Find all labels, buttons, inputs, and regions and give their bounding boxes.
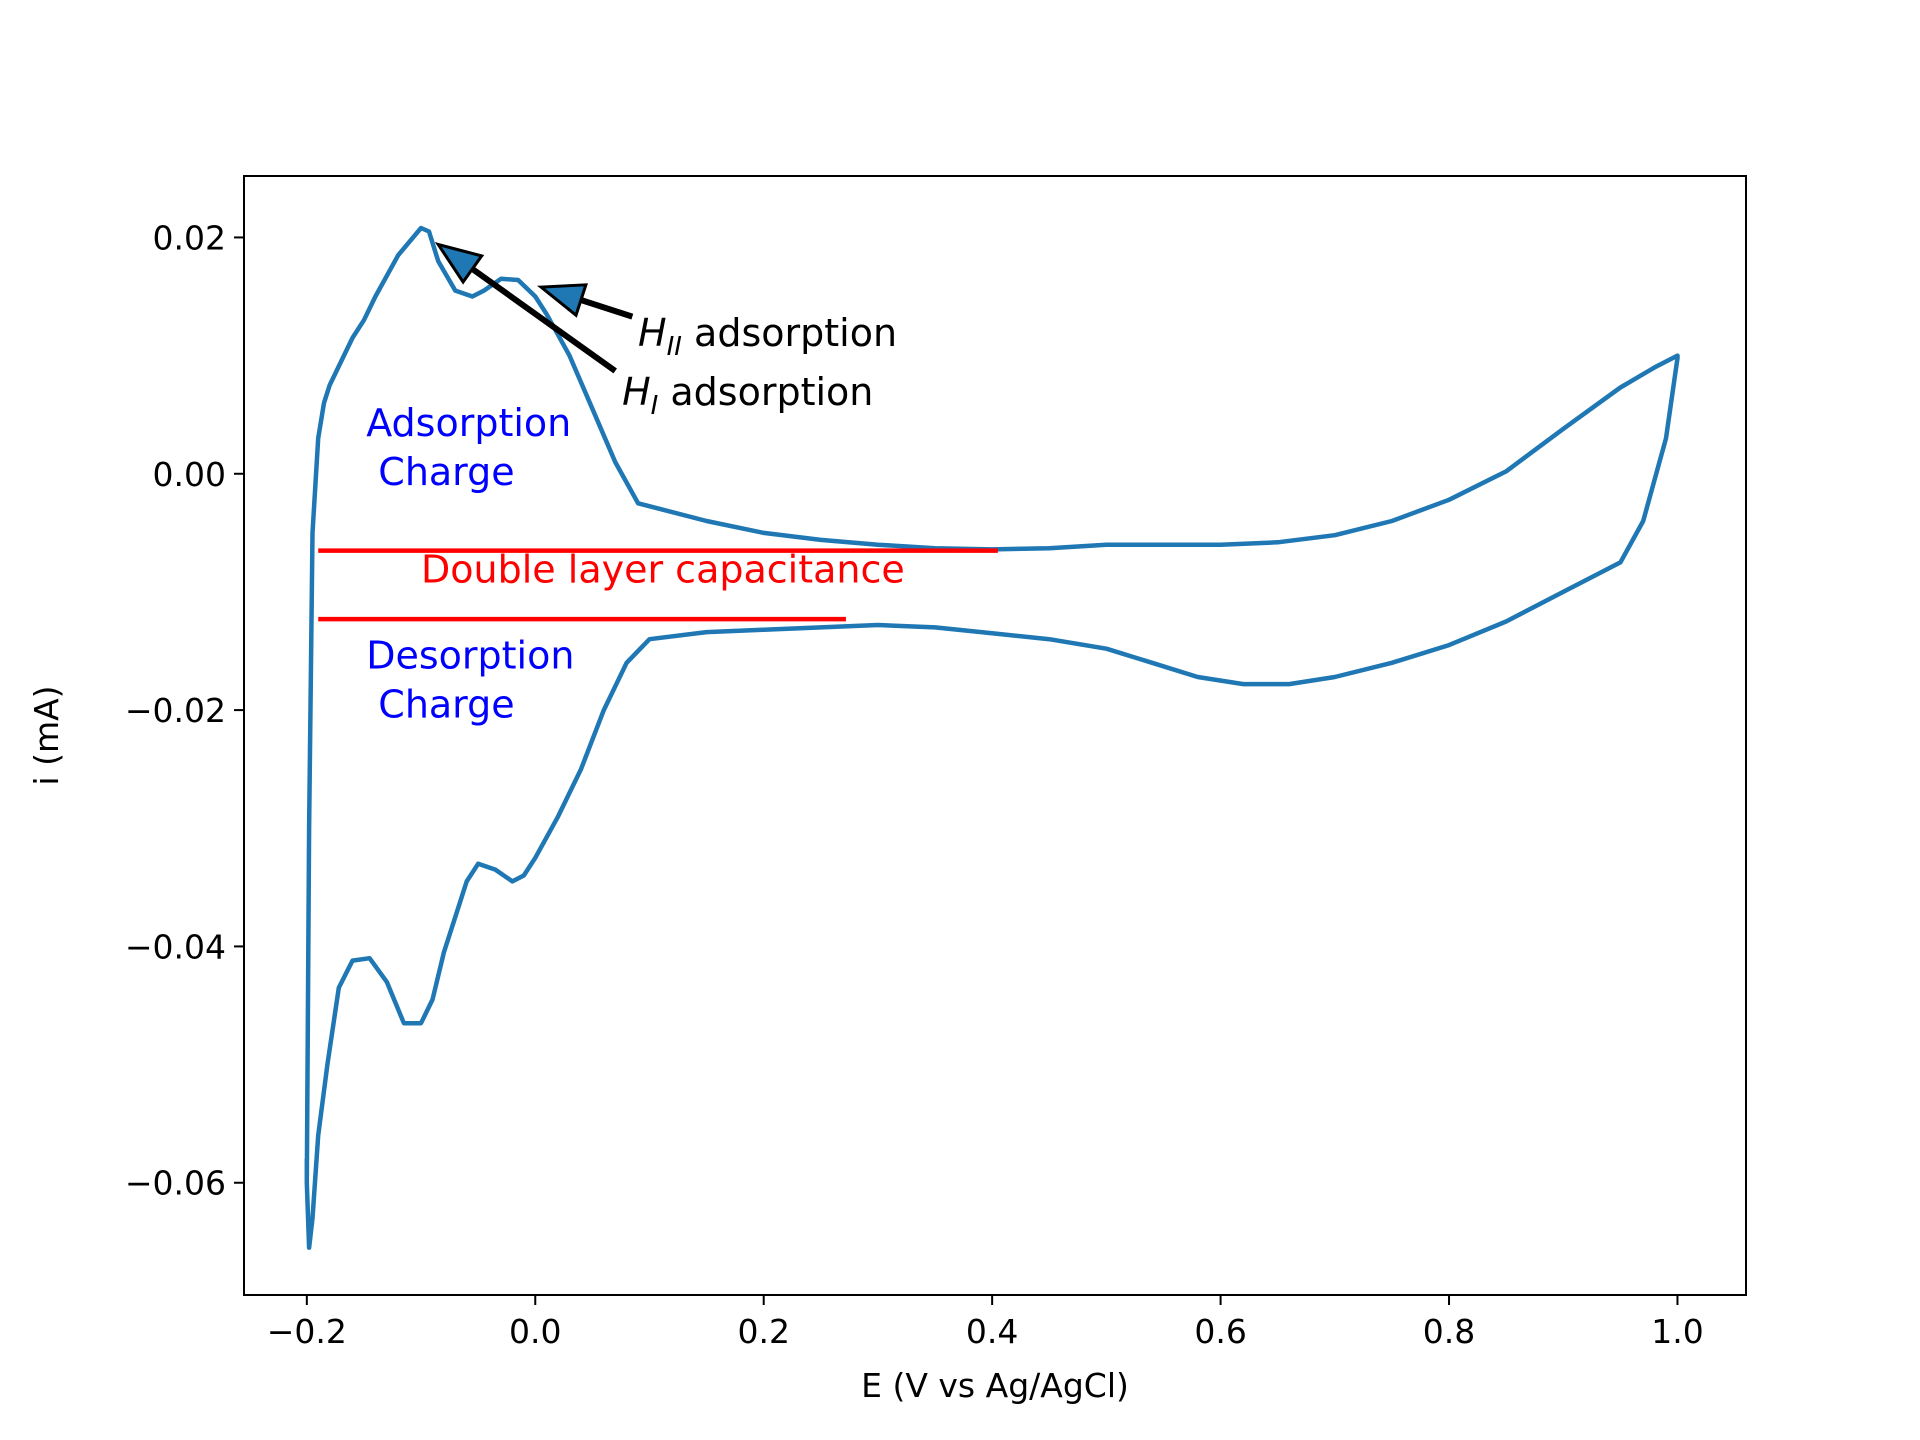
x-tick-label: 1.0 [1651,1312,1703,1351]
y-tick-label: −0.06 [125,1164,226,1203]
axes-frame [243,175,1747,1296]
y-tick-label: −0.02 [125,691,226,730]
x-axis-label: E (V vs Ag/AgCl) [861,1366,1129,1405]
hi-adsorption-label: HI adsorption [622,370,873,421]
x-tick-label: 0.2 [737,1312,789,1351]
y-tick-label: −0.04 [125,927,226,966]
hi-adsorption-arrow-head [434,242,485,285]
y-tick-label: 0.00 [153,455,226,494]
plot-layer [304,225,1680,1250]
double-layer-label: Double layer capacitance [421,547,905,591]
hii-adsorption-arrow-shaft [580,297,634,320]
y-axis-label: i (mA) [27,685,66,785]
y-tick-label: 0.02 [153,218,226,257]
text-layer: HII adsorption HI adsorption Adsorption Ch… [366,311,905,727]
x-tick-label: 0.4 [966,1312,1018,1351]
x-tick-label: 0.6 [1194,1312,1246,1351]
ticks-layer: −0.2 0.0 0.2 0.4 0.6 0.8 1.0 0.02 0.00 −0.02 −0.04… [125,218,1704,1351]
x-tick-label: −0.2 [267,1312,347,1351]
adsorption-charge-label: Adsorption Charge [366,401,571,494]
desorption-charge-label: Desorption Charge [366,634,574,727]
hii-adsorption-label: HII adsorption [638,311,897,362]
hii-adsorption-arrow-head [536,283,589,318]
x-tick-label: 0.0 [509,1312,561,1351]
x-tick-label: 0.8 [1423,1312,1475,1351]
series-line-0 [304,225,1680,1250]
hi-adsorption-arrow-shaft [470,266,617,374]
